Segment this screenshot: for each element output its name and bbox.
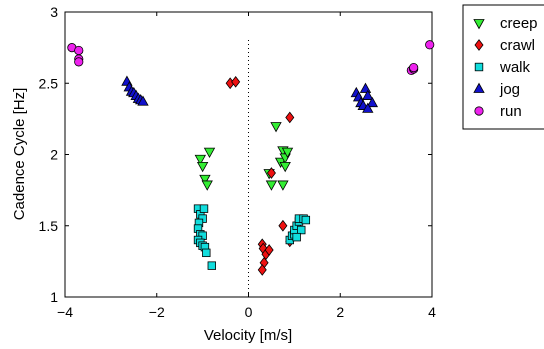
crawl-data-point [285, 111, 295, 124]
x-tick-label: 4 [428, 304, 436, 320]
legend-label: run [500, 103, 522, 120]
creep-data-point [194, 154, 207, 166]
x-axis-ticks: −4 −2 0 2 4 [57, 12, 436, 320]
creep-data-point [203, 147, 216, 158]
legend-item-run: run [474, 103, 522, 120]
creep-data-point [201, 180, 213, 191]
y-tick-label: 2.5 [39, 75, 59, 91]
data-points [67, 40, 435, 276]
series-run [67, 40, 435, 76]
series-jog [121, 75, 379, 113]
legend-item-crawl: crawl [474, 37, 535, 54]
crawl-data-point [266, 167, 276, 179]
legend-item-walk: walk [474, 59, 531, 76]
x-tick-label: 0 [245, 304, 253, 320]
run-legend-marker [474, 106, 484, 116]
series-creep [194, 122, 294, 191]
jog-data-point [137, 95, 149, 106]
jog-legend-marker [473, 82, 485, 93]
walk-data-point [199, 204, 209, 213]
walk-data-point [207, 261, 216, 270]
creep-data-point [196, 161, 209, 173]
legend-label: walk [499, 59, 531, 76]
run-data-point [425, 40, 435, 50]
crawl-data-point [257, 264, 267, 276]
creep-data-point [277, 180, 289, 191]
walk-data-point [301, 215, 311, 225]
x-tick-label: −2 [149, 304, 165, 320]
y-tick-label: 3 [50, 4, 58, 20]
run-data-point [74, 57, 84, 67]
creep-legend-marker [473, 19, 485, 30]
jog-data-point [362, 89, 374, 100]
y-axis-label: Cadence Cycle [Hz] [11, 88, 28, 221]
walk-data-point [297, 225, 306, 235]
creep-data-point [265, 180, 278, 191]
walk-data-point [292, 232, 301, 242]
y-tick-label: 2 [50, 147, 58, 163]
jog-data-point [366, 96, 379, 108]
run-data-point [74, 45, 84, 56]
jog-data-point [362, 102, 374, 113]
legend-item-jog: jog [473, 81, 520, 98]
legend-label: crawl [500, 37, 535, 54]
x-tick-label: 2 [336, 304, 344, 320]
walk-legend-marker [474, 62, 484, 72]
y-tick-label: 1 [50, 289, 58, 305]
creep-data-point [279, 161, 291, 173]
legend-label: creep [500, 15, 538, 32]
run-data-point [409, 62, 419, 73]
plot-area-frame [64, 11, 433, 298]
crawl-data-point [231, 75, 241, 88]
crawl-data-point [278, 219, 288, 232]
creep-data-point [199, 174, 211, 186]
axes: −4 −2 0 2 4 1 1.5 2 2.5 3 [39, 4, 437, 320]
x-tick-label: −4 [57, 304, 73, 320]
y-tick-label: 1.5 [39, 218, 59, 234]
x-axis-label: Velocity [m/s] [204, 327, 292, 344]
legend-label: jog [499, 81, 520, 98]
series-walk [193, 204, 311, 270]
walk-data-point [202, 248, 211, 258]
creep-data-point [281, 147, 294, 158]
legend-item-creep: creep [473, 15, 538, 32]
crawl-legend-marker [474, 39, 484, 51]
legend: creep crawl walk jog run [462, 4, 544, 130]
crawl-data-point [264, 244, 274, 256]
y-axis-ticks: 1 1.5 2 2.5 3 [39, 4, 432, 305]
creep-data-point [270, 122, 282, 133]
